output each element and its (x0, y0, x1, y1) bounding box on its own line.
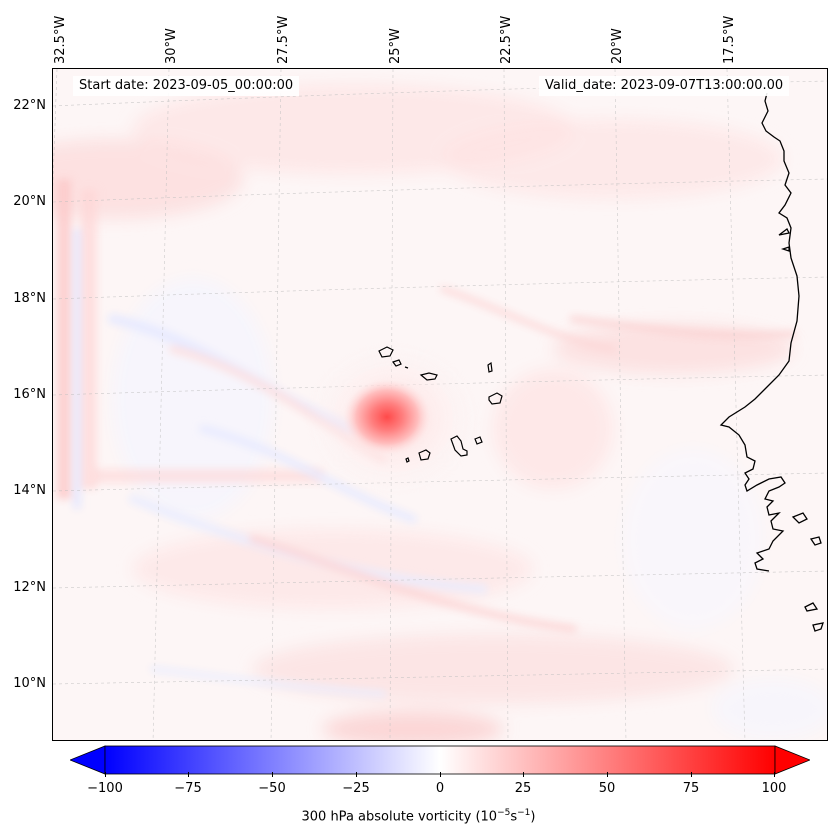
start-date-label: Start date: 2023-09-05_00:00:00 (73, 76, 300, 96)
lon-label-17-5w: 17.5°W (722, 15, 737, 64)
lon-label-32-5w: 32.5°W (53, 15, 68, 64)
colorbar-gradient (104, 745, 776, 775)
colorbar-tick-label: 75 (682, 781, 700, 796)
boundary-anomaly (57, 179, 323, 509)
colorbar-label-exponent-2: −1 (517, 808, 531, 818)
colorbar-label-text: 300 hPa absolute vorticity (10 (301, 809, 498, 825)
colorbar-tickmark (607, 772, 608, 777)
vorticity-background (53, 84, 827, 740)
colorbar-tickmark (105, 772, 106, 777)
colorbar-tick-label: −50 (258, 781, 286, 796)
lon-label-27-5w: 27.5°W (276, 15, 291, 64)
lat-label-10n: 10°N (13, 676, 46, 691)
colorbar-label-end: ) (530, 809, 536, 825)
colorbar-tickmark (440, 772, 441, 777)
lat-label-20n: 20°N (13, 194, 46, 209)
lon-label-22-5w: 22.5°W (499, 15, 514, 64)
lat-label-18n: 18°N (13, 291, 46, 306)
colorbar-tickmark (523, 772, 524, 777)
vortex-maximum (303, 339, 483, 499)
colorbar-label-unit: s (510, 809, 518, 825)
colorbar-tickmark (272, 772, 273, 777)
colorbar-tickmark (188, 772, 189, 777)
lat-label-16n: 16°N (13, 387, 46, 402)
lon-label-25w: 25°W (388, 28, 403, 64)
colorbar-tick-label: 25 (514, 781, 532, 796)
colorbar (70, 745, 810, 775)
colorbar-tick-label: 100 (761, 781, 787, 796)
colorbar-label: 300 hPa absolute vorticity (10−5s−1) (0, 808, 837, 824)
colorbar-tickmark (356, 772, 357, 777)
africa-coastline (719, 92, 824, 632)
colorbar-label-exponent: −5 (497, 808, 511, 818)
graticule (53, 69, 827, 740)
colorbar-tick-label: −100 (87, 781, 123, 796)
colorbar-tick-label: −75 (174, 781, 202, 796)
colorbar-min-arrow (70, 745, 106, 775)
lat-label-12n: 12°N (13, 580, 46, 595)
lat-label-22n: 22°N (13, 98, 46, 113)
cape-verde-islands (378, 346, 503, 463)
colorbar-max-arrow (774, 745, 810, 775)
valid-date-label: Valid_date: 2023-09-07T13:00:00.00 (539, 76, 790, 96)
vorticity-field (53, 69, 827, 740)
colorbar-tick-label: 50 (598, 781, 616, 796)
lon-label-20w: 20°W (610, 28, 625, 64)
colorbar-tickmark (691, 772, 692, 777)
lon-label-30w: 30°W (164, 28, 179, 64)
map-plot-area (52, 68, 828, 741)
colorbar-tick-label: −25 (342, 781, 370, 796)
lat-label-14n: 14°N (13, 483, 46, 498)
colorbar-tickmark (774, 772, 775, 777)
colorbar-tick-label: 0 (435, 781, 445, 796)
